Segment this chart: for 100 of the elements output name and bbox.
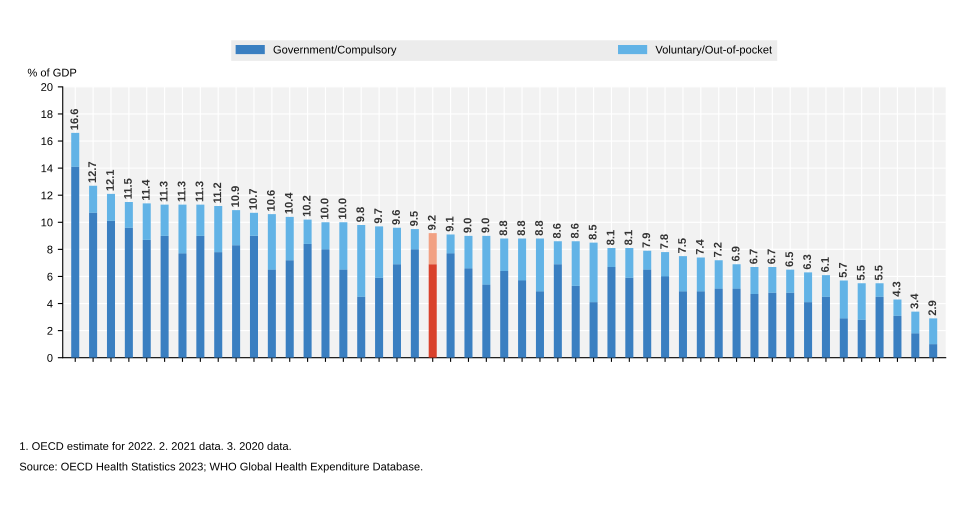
total-label: 10.2 [302,196,311,216]
total-label: 8.1 [606,230,614,245]
source-note: Source: OECD Health Statistics 2023; WHO Global Health Expenditure Database. [20,462,422,473]
bar [446,253,455,358]
bar [786,292,794,358]
total-label: 2.9 [928,300,936,316]
total-label: 11.3 [178,181,186,202]
total-label: 11.3 [160,181,168,202]
bar [643,250,652,270]
bar [250,212,258,236]
bar [554,264,562,358]
bar [572,241,580,286]
bar [410,229,419,250]
bar [286,260,294,358]
bar [375,278,384,358]
bar [106,220,116,358]
y-tick-label: 2 [47,326,52,335]
total-label: 3.4 [910,294,918,309]
bar [482,236,490,285]
y-tick-label: 8 [47,246,53,254]
total-label: 5.7 [839,262,847,278]
bar [321,249,330,358]
bar [572,286,580,358]
bar [500,271,508,358]
bar [392,228,401,264]
total-label: 11.5 [124,178,132,199]
bar [750,294,758,358]
total-label: 5.5 [874,265,883,280]
bar [106,194,116,221]
bar [804,302,812,358]
bar [536,291,544,358]
bar [696,291,705,358]
total-label: 8.1 [624,230,632,245]
total-label: 5.5 [856,265,865,280]
bar [696,257,705,292]
y-tick-label: 4 [47,300,53,308]
bar [375,226,384,278]
total-label: 8.6 [552,223,561,238]
bar [196,236,204,358]
total-label: 7.8 [660,234,668,249]
total-label: 9.7 [374,208,382,224]
total-label: 6.7 [767,249,776,264]
total-label: 9.2 [428,215,436,230]
bar [858,283,866,320]
bar [124,228,133,358]
total-label: 11.3 [195,181,204,202]
total-label: 8.8 [517,220,526,236]
bar [876,296,884,358]
legend-label: Government/Compulsory [274,45,396,56]
bar [339,222,348,270]
bar [768,266,776,293]
bar [590,302,598,358]
total-label: 4.3 [892,282,900,297]
bar [214,206,222,252]
bar [536,238,544,292]
bar [822,275,830,297]
bar [929,318,938,344]
bar [410,249,419,358]
y-tick-label: 12 [41,191,52,200]
total-label: 6.5 [785,252,794,267]
text: 1. OECD estimate for 2022. 2. 2021 data. 3. 2020 data. [20,442,291,450]
bar [661,252,670,276]
bar [929,344,938,358]
bar [518,280,526,358]
bar [714,288,723,358]
bar [124,202,133,228]
bar [178,253,186,358]
bar [232,245,240,358]
bar [89,186,98,213]
bar [911,312,920,334]
total-label: 8.8 [535,220,543,236]
total-label: 8.6 [570,223,579,238]
bar [357,224,366,297]
bar [625,278,634,358]
bar [482,284,490,358]
total-label: 9.6 [392,210,400,225]
total-label: 9.1 [446,216,454,232]
bar [304,244,312,358]
bar [840,318,848,358]
total-label: 7.4 [696,239,704,254]
bar [71,166,80,358]
y-tick-label: 14 [41,164,53,172]
bar [178,204,186,254]
bar [71,132,80,167]
total-label: 11.2 [213,182,222,203]
y-tick-label: 10 [41,218,53,226]
bar [858,320,866,358]
bar [625,248,634,278]
bar [232,210,240,246]
total-label: 9.0 [481,218,490,233]
total-label: 9.8 [356,207,364,222]
bar [840,280,848,318]
bar [678,291,687,358]
bar [893,299,902,316]
bar [500,238,508,272]
bar [446,234,455,254]
bar [428,264,437,358]
bar [268,270,276,358]
total-label: 11.4 [142,180,150,200]
bar [607,248,616,267]
